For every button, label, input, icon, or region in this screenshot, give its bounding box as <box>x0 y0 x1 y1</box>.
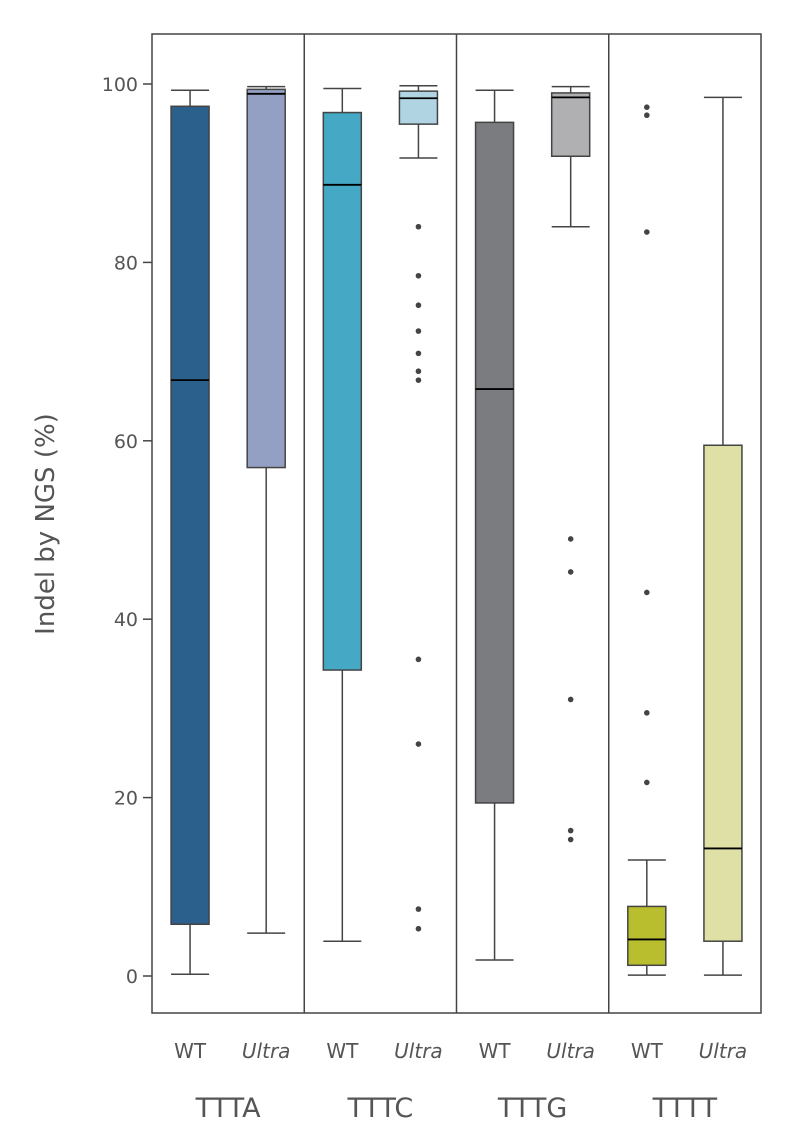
whisker-layer <box>171 85 742 976</box>
group-label-tttg: TTTG <box>497 1093 567 1124</box>
box-tttt-wt <box>627 905 667 967</box>
outlier-point <box>644 229 650 235</box>
box-tttg-wt <box>474 121 515 804</box>
y-tick-label: 0 <box>126 966 138 988</box>
outlier-point <box>644 779 650 786</box>
outlier-point <box>415 223 422 230</box>
y-tick-label: 60 <box>114 431 138 453</box>
outlier-point <box>415 925 422 932</box>
x-labels: WT Ultra TTTA WT Ultra TTTC WT Ultra TTTG WT Ultra… <box>174 1039 747 1124</box>
series-label: WT <box>174 1039 207 1063</box>
outlier-point <box>644 710 650 716</box>
outlier-point <box>567 696 574 703</box>
group-label-ttta: TTTA <box>195 1093 261 1124</box>
y-axis-title: Indel by NGS (%) <box>31 413 61 635</box>
box-layer <box>170 88 743 967</box>
y-tick-label: 100 <box>102 74 138 96</box>
outlier-point <box>567 569 574 575</box>
box-tttc-wt <box>322 111 363 671</box>
series-label: Ultra <box>546 1039 595 1063</box>
panel-layer <box>151 33 762 1014</box>
box-ttta-wt <box>170 105 210 926</box>
outlier-point <box>567 827 574 834</box>
outlier-point <box>567 836 574 843</box>
outlier-point <box>644 104 650 110</box>
outlier-layer <box>415 104 650 932</box>
outlier-point <box>415 906 422 912</box>
outlier-point <box>415 302 422 309</box>
series-label: Ultra <box>699 1039 748 1063</box>
series-label: WT <box>631 1039 664 1063</box>
y-tick-label: 80 <box>114 252 138 274</box>
series-label: Ultra <box>394 1039 443 1063</box>
outlier-point <box>415 350 422 357</box>
y-tick-label: 40 <box>114 609 138 631</box>
outlier-point <box>415 377 422 383</box>
box-ttta-ultra <box>246 88 286 469</box>
outlier-point <box>644 112 650 119</box>
series-label: WT <box>326 1039 359 1063</box>
outlier-point <box>415 272 422 279</box>
outlier-point <box>415 656 422 663</box>
outlier-point <box>415 328 422 334</box>
group-label-tttc: TTTC <box>346 1093 413 1124</box>
y-tick-label: 20 <box>114 788 138 810</box>
group-label-tttt: TTTT <box>652 1093 718 1124</box>
series-label: Ultra <box>242 1039 291 1063</box>
y-axis: 0 20 40 60 80 100 <box>102 74 152 988</box>
series-label: WT <box>479 1039 512 1063</box>
box-tttc-ultra <box>398 90 439 125</box>
outlier-point <box>567 536 574 542</box>
outlier-point <box>415 741 422 747</box>
outlier-point <box>415 368 422 375</box>
box-tttg-ultra <box>550 92 591 158</box>
outlier-point <box>644 589 650 596</box>
box-tttt-ultra <box>703 444 743 942</box>
